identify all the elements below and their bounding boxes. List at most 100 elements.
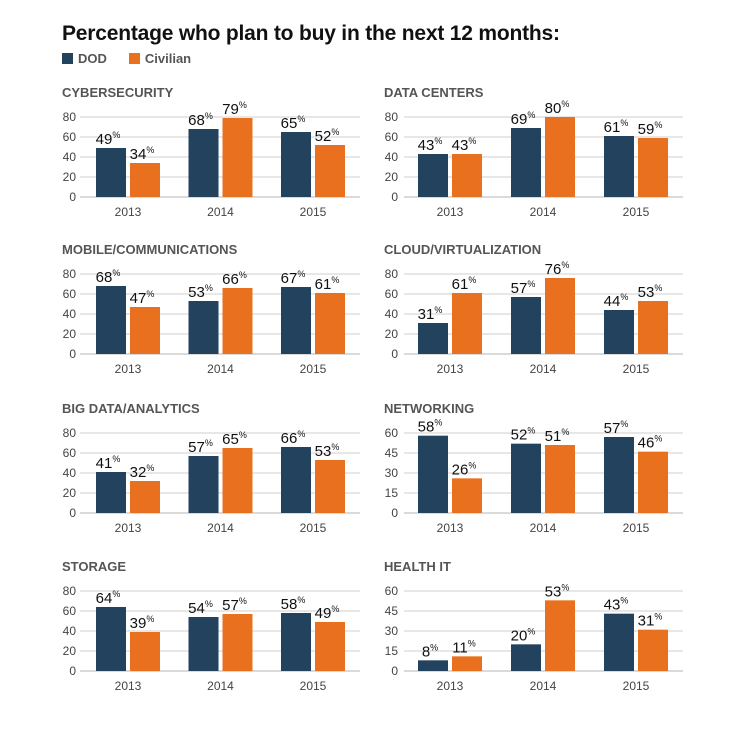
- percent-sign: %: [527, 426, 535, 436]
- data-label-data-centers-civilian-2015: 59%: [638, 120, 663, 138]
- y-tick-health-it-60: 60: [385, 584, 399, 598]
- y-tick-mobile-communications-40: 40: [63, 307, 77, 321]
- y-tick-storage-80: 80: [63, 584, 77, 598]
- percent-sign: %: [468, 136, 476, 146]
- data-label-storage-dod-2015: 58%: [281, 595, 306, 613]
- panel-title-cloud-virtualization: CLOUD/VIRTUALIZATION: [384, 242, 541, 257]
- bar-data-centers-dod-2014: [511, 128, 541, 197]
- y-tick-cloud-virtualization-0: 0: [391, 347, 398, 361]
- bar-storage-civilian-2015: [315, 622, 345, 671]
- data-label-cybersecurity-dod-2015: 65%: [281, 114, 306, 132]
- data-label-mobile-communications-civilian-2013: 47%: [130, 289, 155, 307]
- y-tick-cybersecurity-20: 20: [63, 170, 77, 184]
- bar-big-data-analytics-dod-2014: [188, 456, 219, 513]
- percent-sign: %: [654, 283, 662, 293]
- percent-sign: %: [112, 268, 120, 278]
- legend-item-dod: DOD: [62, 51, 107, 66]
- data-label-cloud-virtualization-dod-2013: 31%: [418, 305, 443, 323]
- data-label-storage-dod-2013: 64%: [96, 589, 121, 607]
- x-tick-mobile-communications-2013: 2013: [115, 362, 142, 376]
- panel-title-mobile-communications: MOBILE/COMMUNICATIONS: [62, 242, 238, 257]
- y-tick-cloud-virtualization-60: 60: [385, 287, 399, 301]
- data-label-health-it-civilian-2014: 53%: [545, 582, 570, 600]
- data-label-networking-dod-2015: 57%: [604, 419, 629, 437]
- x-tick-networking-2013: 2013: [437, 521, 464, 535]
- y-tick-storage-60: 60: [63, 604, 77, 618]
- x-tick-health-it-2013: 2013: [437, 679, 464, 693]
- data-label-big-data-analytics-civilian-2015: 53%: [315, 442, 340, 460]
- data-label-health-it-dod-2013: 8%: [422, 642, 438, 660]
- y-tick-networking-45: 45: [385, 446, 399, 460]
- bar-cloud-virtualization-civilian-2014: [545, 278, 575, 354]
- percent-sign: %: [620, 118, 628, 128]
- data-label-mobile-communications-civilian-2015: 61%: [315, 275, 340, 293]
- y-tick-cloud-virtualization-20: 20: [385, 327, 399, 341]
- data-label-networking-dod-2014: 52%: [511, 426, 536, 444]
- data-label-big-data-analytics-dod-2013: 41%: [96, 454, 121, 472]
- percent-sign: %: [297, 595, 305, 605]
- bar-storage-civilian-2014: [222, 614, 253, 671]
- percent-sign: %: [434, 418, 442, 428]
- data-label-storage-civilian-2013: 39%: [130, 614, 155, 632]
- x-tick-networking-2014: 2014: [530, 521, 557, 535]
- legend-swatch-dod: [62, 53, 73, 64]
- x-tick-health-it-2014: 2014: [530, 679, 557, 693]
- bar-cybersecurity-dod-2015: [281, 132, 311, 197]
- data-label-cloud-virtualization-civilian-2013: 61%: [452, 275, 477, 293]
- bar-mobile-communications-dod-2013: [96, 286, 126, 354]
- y-tick-networking-15: 15: [385, 486, 399, 500]
- percent-sign: %: [527, 279, 535, 289]
- bar-networking-dod-2013: [418, 435, 448, 513]
- data-label-data-centers-dod-2013: 43%: [418, 136, 443, 154]
- y-tick-storage-40: 40: [63, 624, 77, 638]
- percent-sign: %: [205, 599, 213, 609]
- x-tick-big-data-analytics-2013: 2013: [115, 521, 142, 535]
- bar-networking-civilian-2014: [545, 445, 575, 513]
- data-label-cybersecurity-civilian-2015: 52%: [315, 127, 340, 145]
- y-tick-networking-60: 60: [385, 426, 399, 440]
- percent-sign: %: [146, 289, 154, 299]
- data-label-data-centers-dod-2014: 69%: [511, 110, 536, 128]
- percent-sign: %: [146, 463, 154, 473]
- legend-label-dod: DOD: [78, 51, 107, 66]
- legend: DOD Civilian: [62, 51, 213, 66]
- y-tick-cybersecurity-80: 80: [63, 110, 77, 124]
- data-label-networking-civilian-2013: 26%: [452, 460, 477, 478]
- bar-storage-dod-2014: [188, 617, 219, 671]
- x-tick-mobile-communications-2014: 2014: [207, 362, 234, 376]
- bar-mobile-communications-civilian-2013: [130, 307, 160, 354]
- x-tick-big-data-analytics-2014: 2014: [207, 521, 234, 535]
- y-tick-mobile-communications-80: 80: [63, 267, 77, 281]
- data-label-mobile-communications-civilian-2014: 66%: [222, 270, 247, 288]
- y-tick-storage-20: 20: [63, 644, 77, 658]
- bar-health-it-civilian-2015: [638, 629, 668, 671]
- data-label-cybersecurity-dod-2013: 49%: [96, 130, 121, 148]
- panel-title-data-centers: DATA CENTERS: [384, 85, 484, 100]
- data-label-cybersecurity-dod-2014: 68%: [188, 111, 213, 129]
- x-tick-cybersecurity-2014: 2014: [207, 205, 234, 219]
- y-tick-big-data-analytics-80: 80: [63, 426, 77, 440]
- bar-health-it-dod-2013: [418, 660, 448, 671]
- bar-cloud-virtualization-dod-2015: [604, 310, 634, 354]
- percent-sign: %: [654, 434, 662, 444]
- percent-sign: %: [205, 283, 213, 293]
- y-tick-data-centers-60: 60: [385, 130, 399, 144]
- bar-cybersecurity-civilian-2015: [315, 145, 345, 197]
- data-label-cloud-virtualization-civilian-2015: 53%: [638, 283, 663, 301]
- data-label-networking-civilian-2015: 46%: [638, 434, 663, 452]
- y-tick-health-it-30: 30: [385, 624, 399, 638]
- percent-sign: %: [654, 612, 662, 622]
- bar-big-data-analytics-civilian-2015: [315, 460, 345, 513]
- percent-sign: %: [297, 429, 305, 439]
- bar-health-it-civilian-2014: [545, 600, 575, 671]
- bar-big-data-analytics-civilian-2013: [130, 481, 160, 513]
- data-label-data-centers-civilian-2013: 43%: [452, 136, 477, 154]
- x-tick-health-it-2015: 2015: [623, 679, 650, 693]
- bar-cybersecurity-dod-2013: [96, 148, 126, 197]
- y-tick-big-data-analytics-20: 20: [63, 486, 77, 500]
- percent-sign: %: [620, 292, 628, 302]
- percent-sign: %: [620, 419, 628, 429]
- percent-sign: %: [205, 438, 213, 448]
- x-tick-cloud-virtualization-2014: 2014: [530, 362, 557, 376]
